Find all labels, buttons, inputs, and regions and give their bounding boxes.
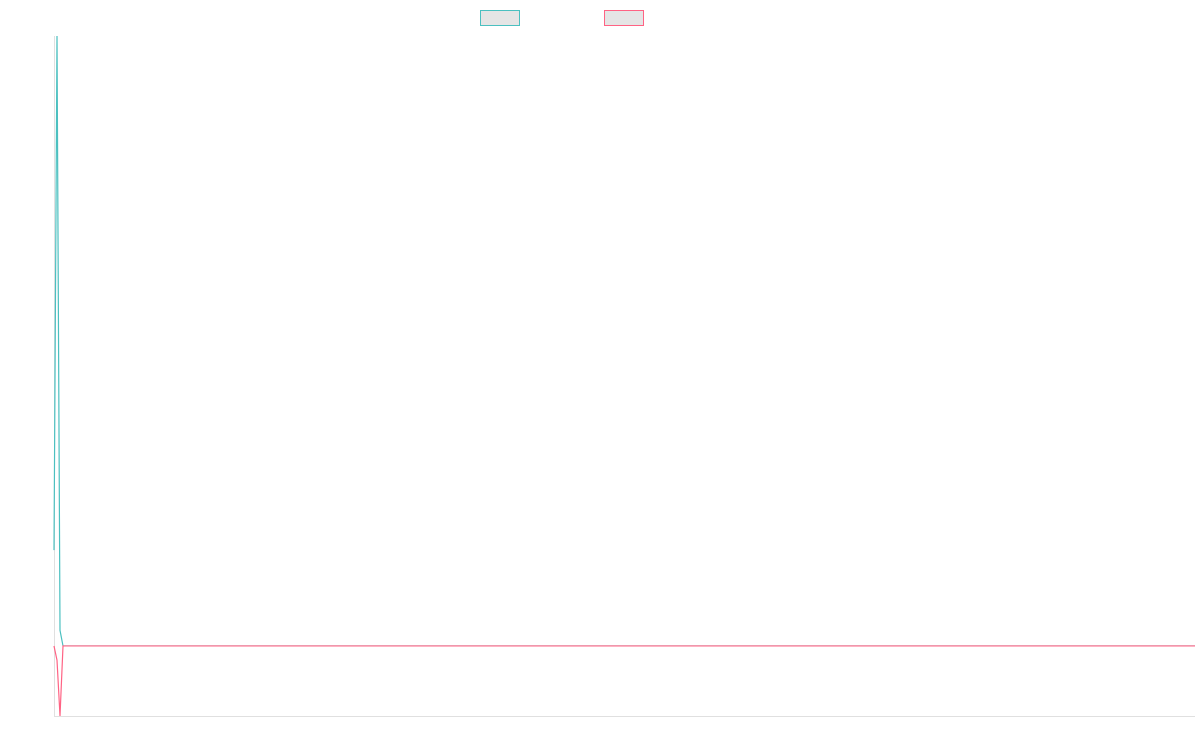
legend-swatch-series-1[interactable] xyxy=(480,10,520,26)
axes xyxy=(54,36,1195,717)
series-line-2 xyxy=(53,645,1195,717)
series-line-1 xyxy=(53,35,1195,647)
legend-swatch-series-2[interactable] xyxy=(604,10,644,26)
